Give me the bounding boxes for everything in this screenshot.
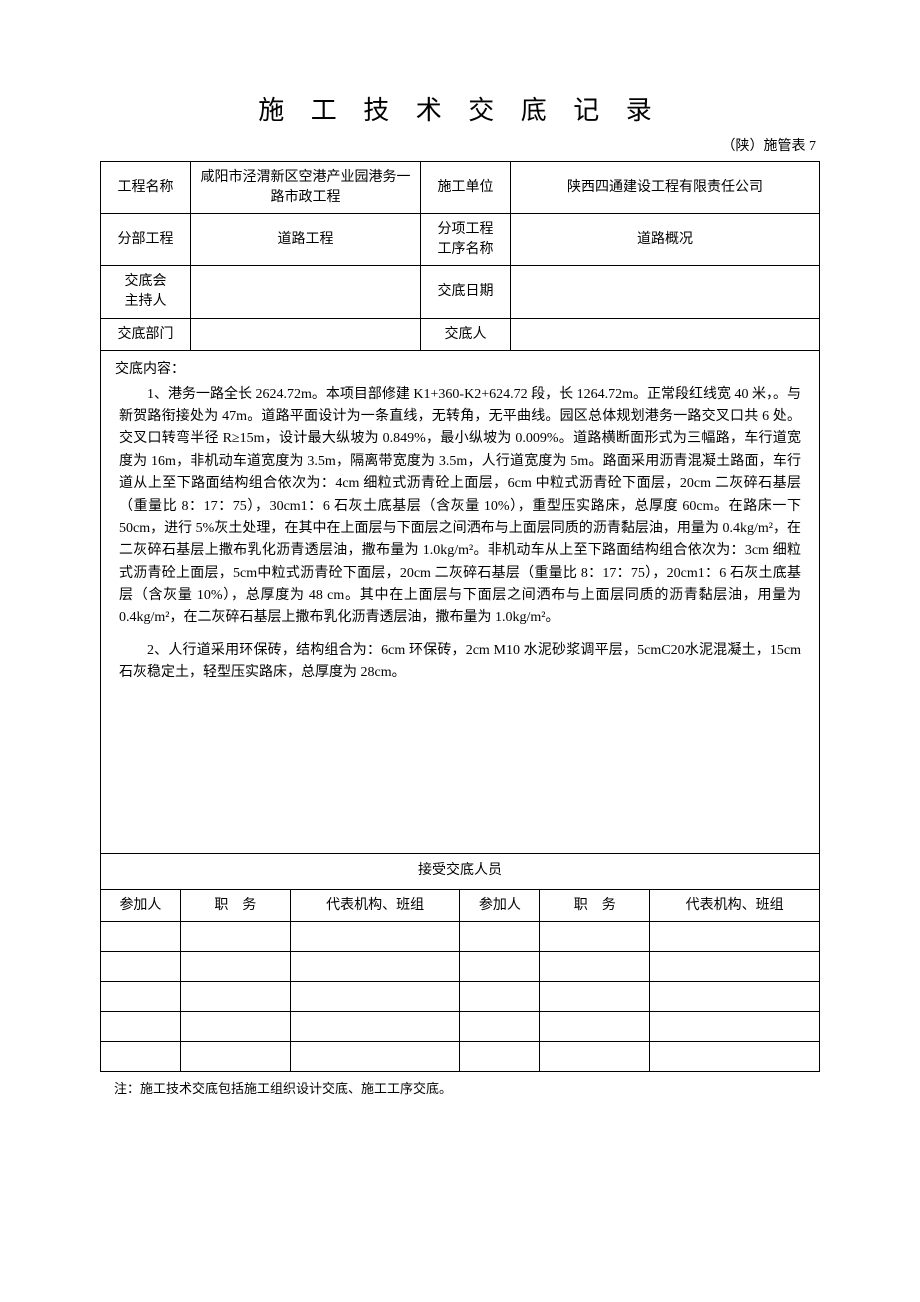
recv-cell — [460, 922, 540, 952]
value-dept — [191, 318, 421, 351]
recv-cell — [460, 1042, 540, 1072]
recv-col-position-2: 职 务 — [540, 889, 650, 922]
recv-col-participant-2: 参加人 — [460, 889, 540, 922]
recv-col-org-1: 代表机构、班组 — [290, 889, 460, 922]
page: 施 工 技 术 交 底 记 录 （陕）施管表 7 工程名称 咸阳市泾渭新区空港产… — [0, 0, 920, 1157]
value-construction-unit: 陕西四通建设工程有限责任公司 — [511, 162, 820, 214]
value-host — [191, 266, 421, 318]
content-heading: 交底内容： — [115, 359, 801, 381]
recv-row-2 — [101, 982, 820, 1012]
recv-cell — [460, 952, 540, 982]
content-spacer — [100, 703, 820, 853]
recv-cell — [101, 1012, 181, 1042]
recv-cell — [101, 1042, 181, 1072]
receivers-table: 接受交底人员 参加人 职 务 代表机构、班组 参加人 职 务 代表机构、班组 — [100, 853, 820, 1073]
recv-cell — [290, 982, 460, 1012]
recv-col-org-2: 代表机构、班组 — [650, 889, 820, 922]
recv-cell — [460, 1012, 540, 1042]
recv-cell — [540, 982, 650, 1012]
recv-row-4 — [101, 1042, 820, 1072]
recv-cell — [650, 952, 820, 982]
recv-row-0 — [101, 922, 820, 952]
recv-cell — [101, 982, 181, 1012]
recv-cell — [290, 952, 460, 982]
recv-cell — [540, 922, 650, 952]
recv-col-participant-1: 参加人 — [101, 889, 181, 922]
label-host: 交底会 主持人 — [101, 266, 191, 318]
recv-cell — [180, 982, 290, 1012]
recv-cell — [540, 1012, 650, 1042]
recv-cell — [101, 922, 181, 952]
header-table: 工程名称 咸阳市泾渭新区空港产业园港务一路市政工程 施工单位 陕西四通建设工程有… — [100, 161, 820, 351]
recv-cell — [180, 1042, 290, 1072]
recv-cell — [650, 982, 820, 1012]
content-body: 1、港务一路全长 2624.72m。本项目部修建 K1+360-K2+624.7… — [119, 384, 801, 685]
recv-cell — [290, 1042, 460, 1072]
page-title: 施 工 技 术 交 底 记 录 — [100, 90, 820, 127]
recv-cell — [180, 1012, 290, 1042]
value-date — [511, 266, 820, 318]
form-number: （陕）施管表 7 — [100, 135, 820, 155]
recv-cell — [180, 922, 290, 952]
content-paragraph-1: 1、港务一路全长 2624.72m。本项目部修建 K1+360-K2+624.7… — [119, 384, 801, 630]
label-date: 交底日期 — [421, 266, 511, 318]
recv-cell — [650, 922, 820, 952]
recv-cell — [290, 1012, 460, 1042]
recv-cell — [650, 1012, 820, 1042]
recv-row-1 — [101, 952, 820, 982]
recv-col-position-1: 职 务 — [180, 889, 290, 922]
content-paragraph-2: 2、人行道采用环保砖，结构组合为：6cm 环保砖，2cm M10 水泥砂浆调平层… — [119, 640, 801, 685]
recv-cell — [180, 952, 290, 982]
content-block: 交底内容： 1、港务一路全长 2624.72m。本项目部修建 K1+360-K2… — [100, 351, 820, 702]
footnote: 注：施工技术交底包括施工组织设计交底、施工工序交底。 — [100, 1078, 820, 1097]
receivers-section-title: 接受交底人员 — [101, 853, 820, 889]
label-dept: 交底部门 — [101, 318, 191, 351]
recv-cell — [290, 922, 460, 952]
value-item-process: 道路概况 — [511, 214, 820, 266]
recv-cell — [650, 1042, 820, 1072]
label-construction-unit: 施工单位 — [421, 162, 511, 214]
recv-cell — [460, 982, 540, 1012]
label-sub-project: 分部工程 — [101, 214, 191, 266]
recv-cell — [101, 952, 181, 982]
recv-row-3 — [101, 1012, 820, 1042]
value-person — [511, 318, 820, 351]
value-sub-project: 道路工程 — [191, 214, 421, 266]
label-project-name: 工程名称 — [101, 162, 191, 214]
label-item-process: 分项工程 工序名称 — [421, 214, 511, 266]
label-person: 交底人 — [421, 318, 511, 351]
value-project-name: 咸阳市泾渭新区空港产业园港务一路市政工程 — [191, 162, 421, 214]
recv-cell — [540, 952, 650, 982]
recv-cell — [540, 1042, 650, 1072]
